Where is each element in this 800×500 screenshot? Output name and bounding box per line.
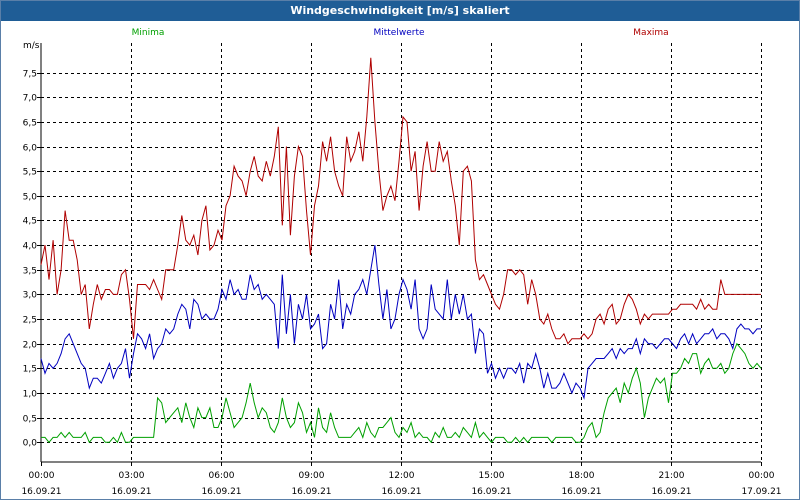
- x-tick-time-label: 09:00: [299, 471, 325, 481]
- x-tick-date-label: 16.09.21: [291, 487, 331, 497]
- x-tick-time-label: 00:00: [29, 471, 55, 481]
- x-tick-time-label: 03:00: [119, 471, 145, 481]
- x-tick-time-label: 18:00: [569, 471, 595, 481]
- series-line-minima: [41, 342, 762, 444]
- x-tick-date-label: 16.09.21: [201, 487, 241, 497]
- y-tick-label: 5,0: [23, 193, 38, 203]
- y-tick-label: 3,5: [23, 267, 37, 277]
- x-tick-date-label: 16.09.21: [561, 487, 601, 497]
- y-tick-label: 6,5: [23, 119, 37, 129]
- y-tick-label: 7,0: [23, 94, 38, 104]
- y-tick-label: 2,5: [23, 316, 37, 326]
- y-tick-label: 6,0: [23, 144, 38, 154]
- y-tick-label: 5,5: [23, 168, 37, 178]
- x-tick-date-label: 16.09.21: [111, 487, 151, 497]
- y-tick-label: 7,5: [23, 70, 37, 80]
- x-tick-date-label: 16.09.21: [651, 487, 691, 497]
- legend-maxima: Maxima: [633, 28, 668, 38]
- x-tick-date-label: 16.09.21: [21, 487, 61, 497]
- series-line-maxima: [40, 57, 761, 345]
- y-axis-label: m/s: [23, 41, 40, 51]
- y-tick-label: 3,0: [23, 291, 38, 301]
- legend-minima: Minima: [132, 28, 165, 38]
- series-line-mittelwerte: [40, 245, 761, 400]
- y-tick-label: 0,0: [23, 439, 38, 449]
- x-tick-date-label: 16.09.21: [381, 487, 421, 497]
- x-tick-date-label: 17.09.21: [741, 487, 781, 497]
- x-tick-time-label: 00:00: [749, 471, 775, 481]
- wind-speed-chart: 0,0 0,5 1,0 1,5 2,0 2,5 3,0 3,5 4,0 4,5 5,0 5,5 6,0 6…: [21, 28, 781, 497]
- y-tick-label: 0,5: [23, 415, 37, 425]
- x-tick-time-label: 12:00: [389, 471, 415, 481]
- y-tick-label: 1,5: [23, 365, 37, 375]
- y-tick-label: 4,0: [23, 242, 38, 252]
- y-tick-label: 4,5: [23, 217, 37, 227]
- chart-title: Windgeschwindigkeit [m/s] skaliert: [1, 1, 799, 21]
- x-tick-time-label: 15:00: [479, 471, 505, 481]
- x-tick-time-label: 21:00: [659, 471, 685, 481]
- y-tick-label: 2,0: [23, 341, 38, 351]
- x-tick-date-label: 16.09.21: [471, 487, 511, 497]
- legend-mittelwerte: Mittelwerte: [373, 28, 424, 38]
- y-tick-label: 1,0: [23, 390, 38, 400]
- x-tick-time-label: 06:00: [209, 471, 235, 481]
